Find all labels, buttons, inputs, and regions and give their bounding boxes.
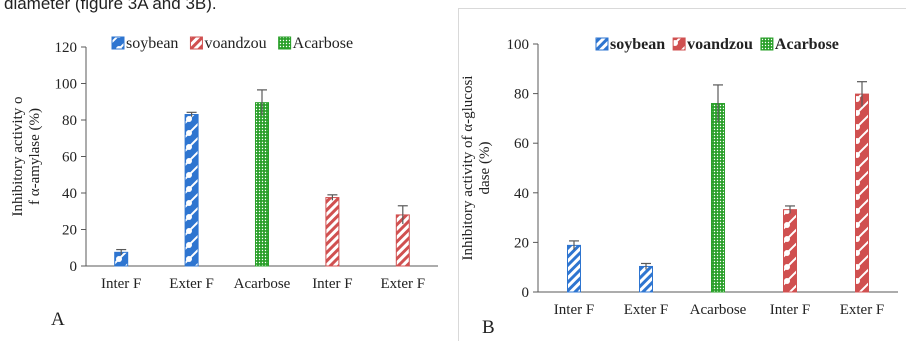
y-axis-label: Inhibitory activity of α-amylase (%) [10, 97, 43, 217]
legend-label-soybean: soybean [610, 36, 665, 53]
legend-label-voandzou: voandzou [687, 36, 753, 53]
legend-swatch-soybean [595, 37, 609, 51]
error-bar [713, 84, 723, 123]
error-bar [785, 205, 795, 214]
legend-label-acarbose: Acarbose [293, 35, 353, 52]
x-tick-label: Acarbose [690, 302, 747, 318]
bar-voandzou [855, 93, 869, 293]
y-tick-label: 0 [70, 259, 78, 275]
y-axis-label: Inhibitory activity of α-glucosidase (%) [460, 76, 493, 261]
y-tick-label: 80 [514, 87, 529, 103]
y-tick-label: 40 [514, 186, 529, 202]
y-tick-label: 60 [514, 136, 529, 152]
chart-b: 0 20 40 60 80 100 Inhibitory activity of α-glu… [460, 36, 898, 338]
legend-swatch-voandzou [189, 36, 203, 50]
x-tick-label: Acarbose [234, 276, 291, 292]
error-bar [257, 89, 267, 116]
legend-label-acarbose: Acarbose [775, 36, 839, 53]
error-bar [641, 262, 651, 270]
x-tick-label: Exter F [169, 276, 214, 292]
legend-label-soybean: soybean [126, 35, 178, 52]
x-tick-label: Inter F [101, 276, 141, 292]
bar-soybean [567, 244, 581, 293]
x-tick-label: Inter F [770, 302, 810, 318]
caption-fragment: diameter (figure 3A and 3B). [4, 0, 217, 13]
x-tick-label: Exter F [840, 302, 885, 318]
legend-swatch-acarbose [278, 36, 292, 50]
error-bar [116, 248, 127, 256]
bar-voandzou [325, 197, 340, 267]
y-tick-label: 80 [62, 113, 77, 129]
x-tick-label: Inter F [312, 276, 352, 292]
bar-acarbose [711, 103, 725, 293]
y-tick-label: 0 [522, 285, 530, 301]
legend-swatch-acarbose [760, 37, 774, 51]
error-bar [186, 111, 197, 117]
y-tick-label: 100 [507, 37, 530, 53]
bar-acarbose [255, 102, 269, 267]
bar-soybean [639, 265, 653, 293]
y-tick-label: 20 [514, 235, 529, 251]
error-bar [327, 194, 338, 201]
error-bar [569, 240, 579, 250]
legend-swatch-voandzou [672, 37, 686, 51]
y-tick-label: 60 [62, 150, 77, 166]
legend-label-voandzou: voandzou [204, 35, 266, 52]
bar-soybean [184, 114, 199, 267]
x-tick-label: Exter F [624, 302, 669, 318]
chart-a: 0 20 40 60 80 100 120 Inhibitory activity of α-… [10, 35, 438, 330]
legend-swatch-soybean [111, 36, 125, 50]
panel-label: A [51, 309, 65, 330]
y-tick-label: 100 [55, 77, 78, 93]
y-tick-label: 40 [62, 186, 77, 202]
error-bar [397, 205, 408, 225]
y-tick-label: 20 [62, 223, 77, 239]
error-bar [857, 81, 867, 107]
bar-voandzou [783, 209, 797, 293]
x-tick-label: Inter F [554, 302, 594, 318]
x-tick-label: Exter F [381, 276, 426, 292]
y-tick-label: 120 [55, 40, 78, 56]
panel-label: B [482, 317, 495, 338]
